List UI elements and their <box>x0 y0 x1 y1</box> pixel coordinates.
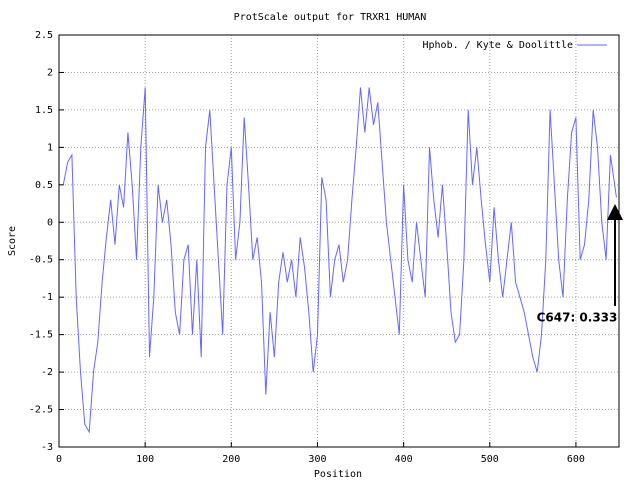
data-line <box>62 87 617 434</box>
y-tick-label: -1 <box>41 292 53 303</box>
x-tick-label: 100 <box>136 454 154 465</box>
x-tick-label: 0 <box>56 454 62 465</box>
y-axis-label: Score <box>7 226 18 256</box>
y-tick-label: -2.5 <box>29 405 53 416</box>
y-tick-label: 0.5 <box>35 180 53 191</box>
x-tick-label: 300 <box>308 454 326 465</box>
chart-title: ProtScale output for TRXR1 HUMAN <box>234 12 427 23</box>
y-tick-label: -0.5 <box>29 255 53 266</box>
y-tick-label: -1.5 <box>29 330 53 341</box>
x-tick-label: 200 <box>222 454 240 465</box>
y-tick-label: 1 <box>47 142 53 153</box>
x-tick-label: 500 <box>481 454 499 465</box>
plot-area: -3 -2.5 -2 -1.5 -1 -0.5 0 0.5 1 1.5 2 2.5 0 100 200 300… <box>29 30 620 465</box>
legend-label: Hphob. / Kyte & Doolittle <box>422 40 573 51</box>
x-axis-label: Position <box>314 469 362 480</box>
x-tick-label: 600 <box>567 454 585 465</box>
y-tick-label: 2 <box>47 67 53 78</box>
annotation: C647: 0.333 <box>537 311 618 325</box>
y-tick-label: -2 <box>41 367 53 378</box>
y-tick-label: -3 <box>41 442 53 453</box>
plot-frame <box>58 34 620 448</box>
y-tick-label: 2.5 <box>35 30 53 41</box>
y-tick-label: 1.5 <box>35 105 53 116</box>
y-tick-label: 0 <box>47 217 53 228</box>
x-tick-label: 400 <box>395 454 413 465</box>
